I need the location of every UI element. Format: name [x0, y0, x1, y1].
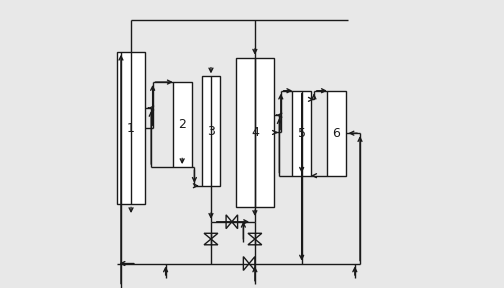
- Bar: [116, 52, 146, 204]
- Text: 4: 4: [251, 126, 259, 139]
- Bar: [327, 91, 346, 176]
- Bar: [202, 76, 220, 186]
- Text: 5: 5: [298, 127, 306, 140]
- Text: 3: 3: [207, 124, 215, 138]
- Bar: [236, 58, 274, 207]
- Text: 6: 6: [332, 127, 340, 140]
- Bar: [173, 82, 192, 167]
- Text: 2: 2: [178, 118, 186, 131]
- Bar: [292, 91, 311, 176]
- Text: 1: 1: [127, 122, 135, 135]
